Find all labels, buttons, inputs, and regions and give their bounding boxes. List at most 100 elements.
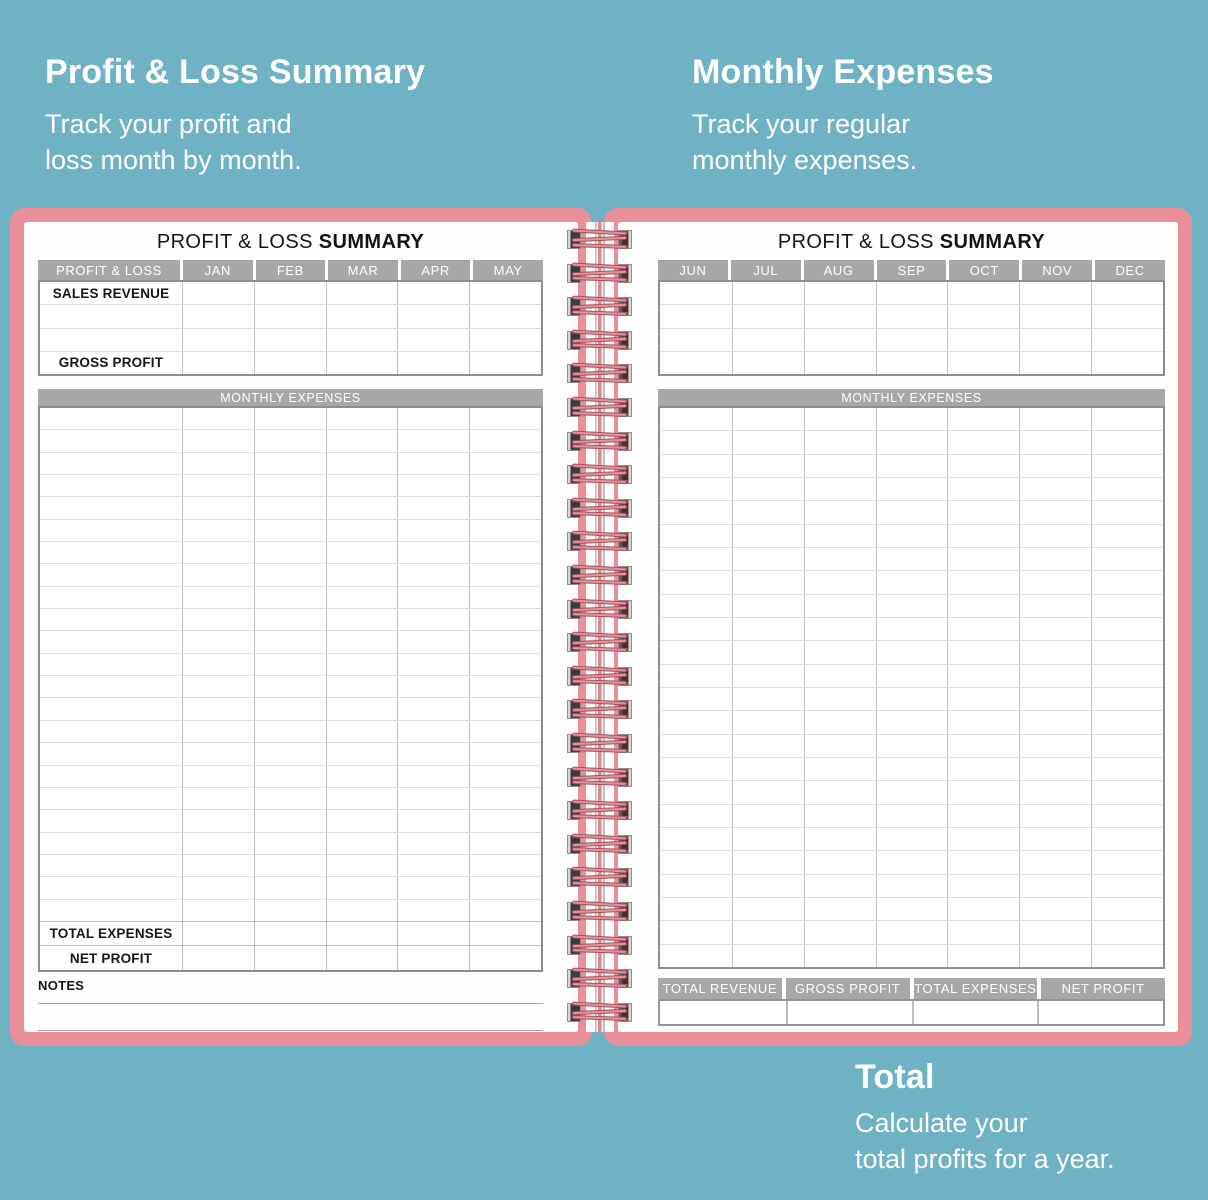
table-cell <box>397 653 469 676</box>
table-cell <box>875 664 948 687</box>
table-row <box>660 570 1163 594</box>
table-cell <box>325 946 398 970</box>
table-cell <box>803 897 876 921</box>
caption-profit-loss: Profit & Loss Summary Track your profit … <box>45 53 425 178</box>
table-cell <box>182 698 254 720</box>
table-cell <box>803 874 876 897</box>
table-cell <box>803 664 876 687</box>
table-cell <box>40 564 182 585</box>
left-month-header-row: PROFIT & LOSS JAN FEB MAR APR MAY <box>38 260 543 280</box>
table-cell <box>182 586 254 609</box>
table-cell <box>660 875 732 897</box>
table-cell <box>182 854 254 877</box>
table-cell <box>731 641 804 664</box>
table-cell <box>325 282 398 305</box>
table-cell <box>253 810 326 832</box>
table-cell <box>325 698 398 720</box>
table-cell <box>803 944 876 967</box>
table-cell <box>40 654 182 675</box>
table-cell <box>731 734 804 757</box>
table-row <box>660 920 1163 944</box>
table-cell <box>182 743 254 765</box>
table-cell <box>660 329 732 351</box>
table-cell <box>469 854 541 877</box>
caption-subtitle: Track your profit and loss month by mont… <box>45 109 302 175</box>
table-row <box>40 408 541 430</box>
table-cell <box>947 944 1019 967</box>
spiral-coil <box>567 967 632 990</box>
spiral-coil <box>567 228 632 251</box>
table-cell <box>1091 431 1163 454</box>
table-cell <box>182 676 254 698</box>
table-cell <box>1091 711 1163 734</box>
table-cell <box>182 497 254 519</box>
spiral-coil <box>567 295 632 318</box>
table-cell <box>875 641 948 664</box>
table-cell <box>397 832 469 854</box>
table-cell <box>397 609 469 631</box>
column-header: NET PROFIT <box>1041 978 1165 999</box>
caption-title: Total <box>855 1058 935 1096</box>
table-cell <box>253 564 326 586</box>
table-cell <box>253 542 326 564</box>
table-cell <box>40 743 182 764</box>
table-cell <box>397 305 469 328</box>
table-cell <box>182 921 254 946</box>
table-cell <box>40 609 182 630</box>
left-expenses-banner: MONTHLY EXPENSES <box>38 389 543 406</box>
table-row <box>660 803 1163 827</box>
table-cell <box>731 921 804 944</box>
table-cell <box>1037 1001 1163 1024</box>
spiral-coil <box>567 900 632 923</box>
table-cell <box>397 698 469 720</box>
table-row: GROSS PROFIT <box>40 350 541 374</box>
table-cell <box>325 542 398 564</box>
table-cell <box>803 431 876 454</box>
notes-line <box>38 1003 543 1004</box>
table-cell <box>875 571 948 594</box>
table-cell <box>947 524 1019 547</box>
table-cell <box>875 711 948 734</box>
table-cell <box>397 328 469 351</box>
column-header: OCT <box>949 260 1020 280</box>
table-row <box>660 780 1163 804</box>
table-cell <box>875 734 948 757</box>
table-cell <box>1019 477 1091 501</box>
table-cell <box>660 431 732 453</box>
table-cell <box>947 282 1019 305</box>
table-cell <box>803 641 876 664</box>
table-cell: SALES REVENUE <box>52 285 170 301</box>
table-cell <box>1091 874 1163 897</box>
table-row <box>40 876 541 899</box>
table-cell <box>1091 328 1163 351</box>
column-header: PROFIT & LOSS <box>38 260 180 280</box>
table-cell <box>325 430 398 452</box>
table-cell <box>1019 617 1091 641</box>
table-cell <box>253 452 326 475</box>
table-cell <box>397 564 469 586</box>
table-cell <box>875 827 948 851</box>
table-cell <box>731 501 804 524</box>
table-cell <box>397 921 469 946</box>
table-cell <box>40 430 182 451</box>
table-cell <box>947 757 1019 781</box>
spine-strip <box>586 222 614 1032</box>
table-cell <box>947 687 1019 711</box>
table-cell <box>875 431 948 454</box>
table-cell <box>731 757 804 781</box>
table-cell <box>253 787 326 810</box>
table-cell <box>731 827 804 851</box>
table-row: TOTAL EXPENSES <box>40 920 541 946</box>
table-cell <box>785 1001 912 1024</box>
table-cell <box>397 877 469 899</box>
notes-line <box>38 1030 543 1031</box>
spiral-coil <box>567 833 632 856</box>
spiral-coil <box>567 732 632 755</box>
table-cell <box>731 874 804 897</box>
table-cell <box>947 711 1019 734</box>
table-row <box>660 523 1163 547</box>
table-row <box>660 686 1163 711</box>
table-cell <box>947 351 1019 374</box>
table-cell <box>947 827 1019 851</box>
table-cell <box>803 477 876 501</box>
